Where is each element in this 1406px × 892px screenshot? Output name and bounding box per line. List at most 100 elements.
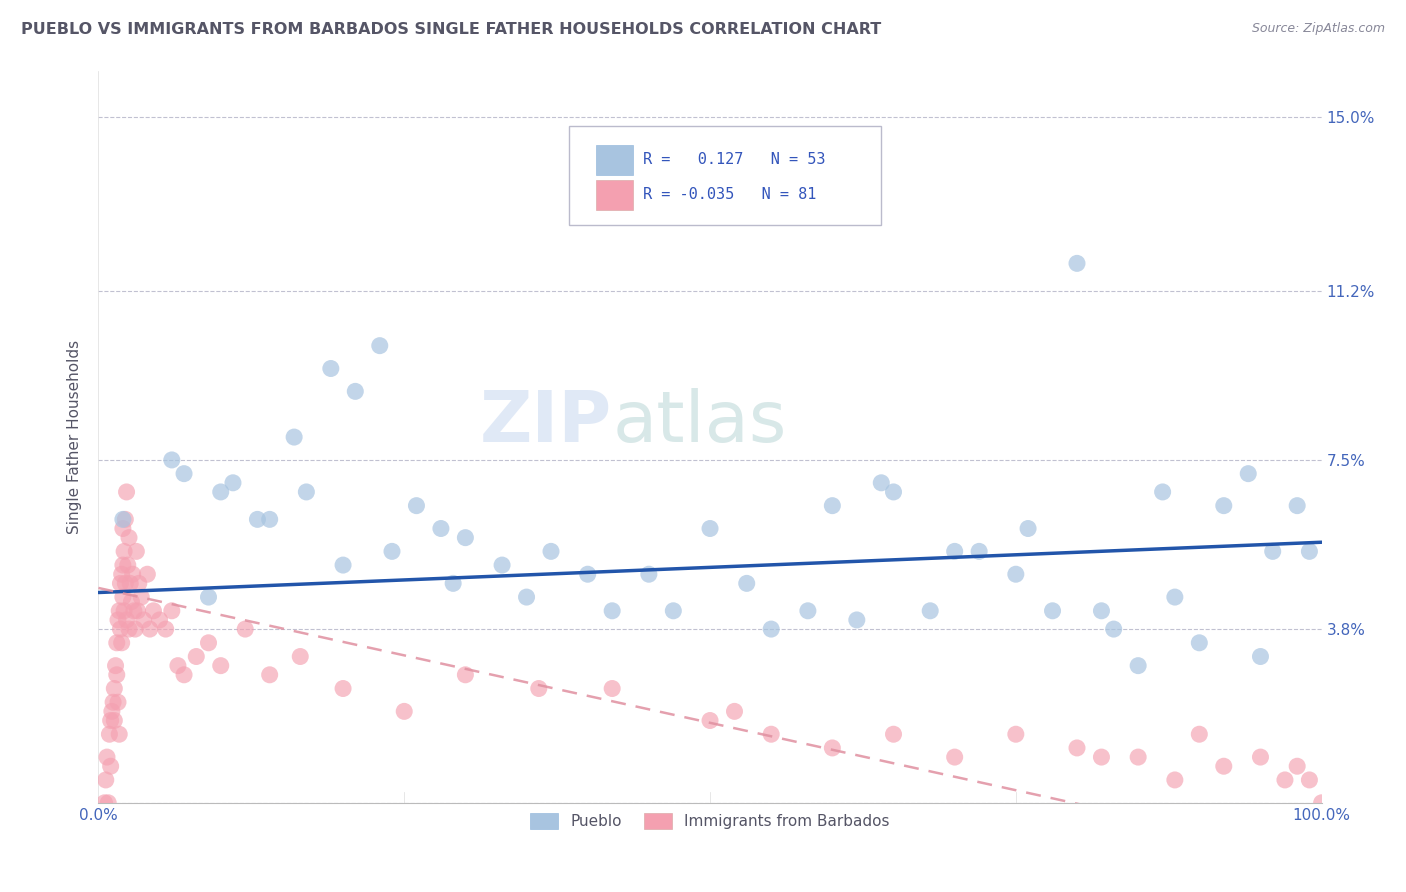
Point [160, 604, 183, 618]
Point [1261, 544, 1284, 558]
Point [1164, 590, 1187, 604]
Point [920, 604, 942, 618]
Point [870, 475, 893, 490]
Point [155, 622, 177, 636]
Point [797, 604, 820, 618]
Point [1249, 649, 1271, 664]
Point [101, 705, 124, 719]
Point [209, 658, 232, 673]
Point [111, 512, 134, 526]
Point [662, 604, 685, 618]
Point [1310, 796, 1333, 810]
Point [430, 521, 453, 535]
Point [100, 714, 122, 728]
Point [149, 613, 172, 627]
Point [454, 531, 477, 545]
Point [344, 384, 367, 399]
Point [1274, 772, 1296, 787]
Point [111, 521, 134, 535]
Point [332, 681, 354, 696]
Point [405, 499, 427, 513]
Text: Source: ZipAtlas.com: Source: ZipAtlas.com [1251, 22, 1385, 36]
Point [186, 649, 208, 664]
Point [117, 558, 139, 573]
Point [491, 558, 513, 573]
Point [600, 604, 623, 618]
Point [233, 622, 256, 636]
Point [1164, 772, 1187, 787]
Point [821, 499, 844, 513]
Point [103, 714, 125, 728]
Point [1286, 499, 1309, 513]
Text: ZIP: ZIP [479, 388, 612, 457]
Point [1286, 759, 1309, 773]
Point [1128, 750, 1150, 764]
Point [197, 590, 219, 604]
Point [114, 512, 136, 526]
Point [93, 796, 115, 810]
Point [115, 485, 138, 500]
Point [761, 622, 783, 636]
Point [98, 727, 121, 741]
Point [1128, 658, 1150, 673]
Point [576, 567, 599, 582]
Point [114, 576, 136, 591]
Point [1066, 256, 1088, 270]
Point [1212, 499, 1234, 513]
Point [883, 727, 905, 741]
Point [1237, 467, 1260, 481]
Point [173, 667, 195, 681]
Point [1188, 727, 1211, 741]
Point [295, 485, 318, 500]
Point [1004, 567, 1026, 582]
Point [1066, 740, 1088, 755]
Point [121, 567, 143, 582]
Point [1090, 604, 1112, 618]
Point [103, 681, 125, 696]
Point [107, 613, 129, 627]
Y-axis label: Single Father Households: Single Father Households [67, 340, 83, 534]
Point [845, 613, 868, 627]
Point [290, 649, 312, 664]
Point [259, 512, 281, 526]
Text: R = -0.035   N = 81: R = -0.035 N = 81 [643, 186, 815, 202]
Point [1004, 727, 1026, 741]
Point [209, 485, 232, 500]
Point [967, 544, 990, 558]
Point [97, 796, 120, 810]
Point [332, 558, 354, 573]
Point [1090, 750, 1112, 764]
Point [1212, 759, 1234, 773]
Point [723, 705, 745, 719]
Point [821, 740, 844, 755]
Point [136, 567, 159, 582]
Point [128, 576, 150, 591]
Point [96, 750, 118, 764]
FancyBboxPatch shape [569, 126, 882, 225]
Point [1102, 622, 1125, 636]
Point [124, 622, 146, 636]
Point [112, 544, 135, 558]
Point [1298, 544, 1320, 558]
Point [132, 613, 155, 627]
Point [454, 667, 477, 681]
Point [101, 695, 124, 709]
Point [943, 750, 966, 764]
Point [392, 705, 416, 719]
Point [1042, 604, 1064, 618]
Point [107, 695, 129, 709]
Point [100, 759, 122, 773]
Point [527, 681, 550, 696]
Point [120, 576, 142, 591]
Point [142, 604, 165, 618]
Point [160, 453, 183, 467]
Point [118, 531, 141, 545]
Point [1152, 485, 1174, 500]
Point [699, 521, 721, 535]
Legend: Pueblo, Immigrants from Barbados: Pueblo, Immigrants from Barbados [524, 807, 896, 836]
Point [368, 338, 391, 352]
Point [381, 544, 404, 558]
Text: PUEBLO VS IMMIGRANTS FROM BARBADOS SINGLE FATHER HOUSEHOLDS CORRELATION CHART: PUEBLO VS IMMIGRANTS FROM BARBADOS SINGL… [21, 22, 882, 37]
Point [122, 604, 145, 618]
Point [139, 622, 162, 636]
